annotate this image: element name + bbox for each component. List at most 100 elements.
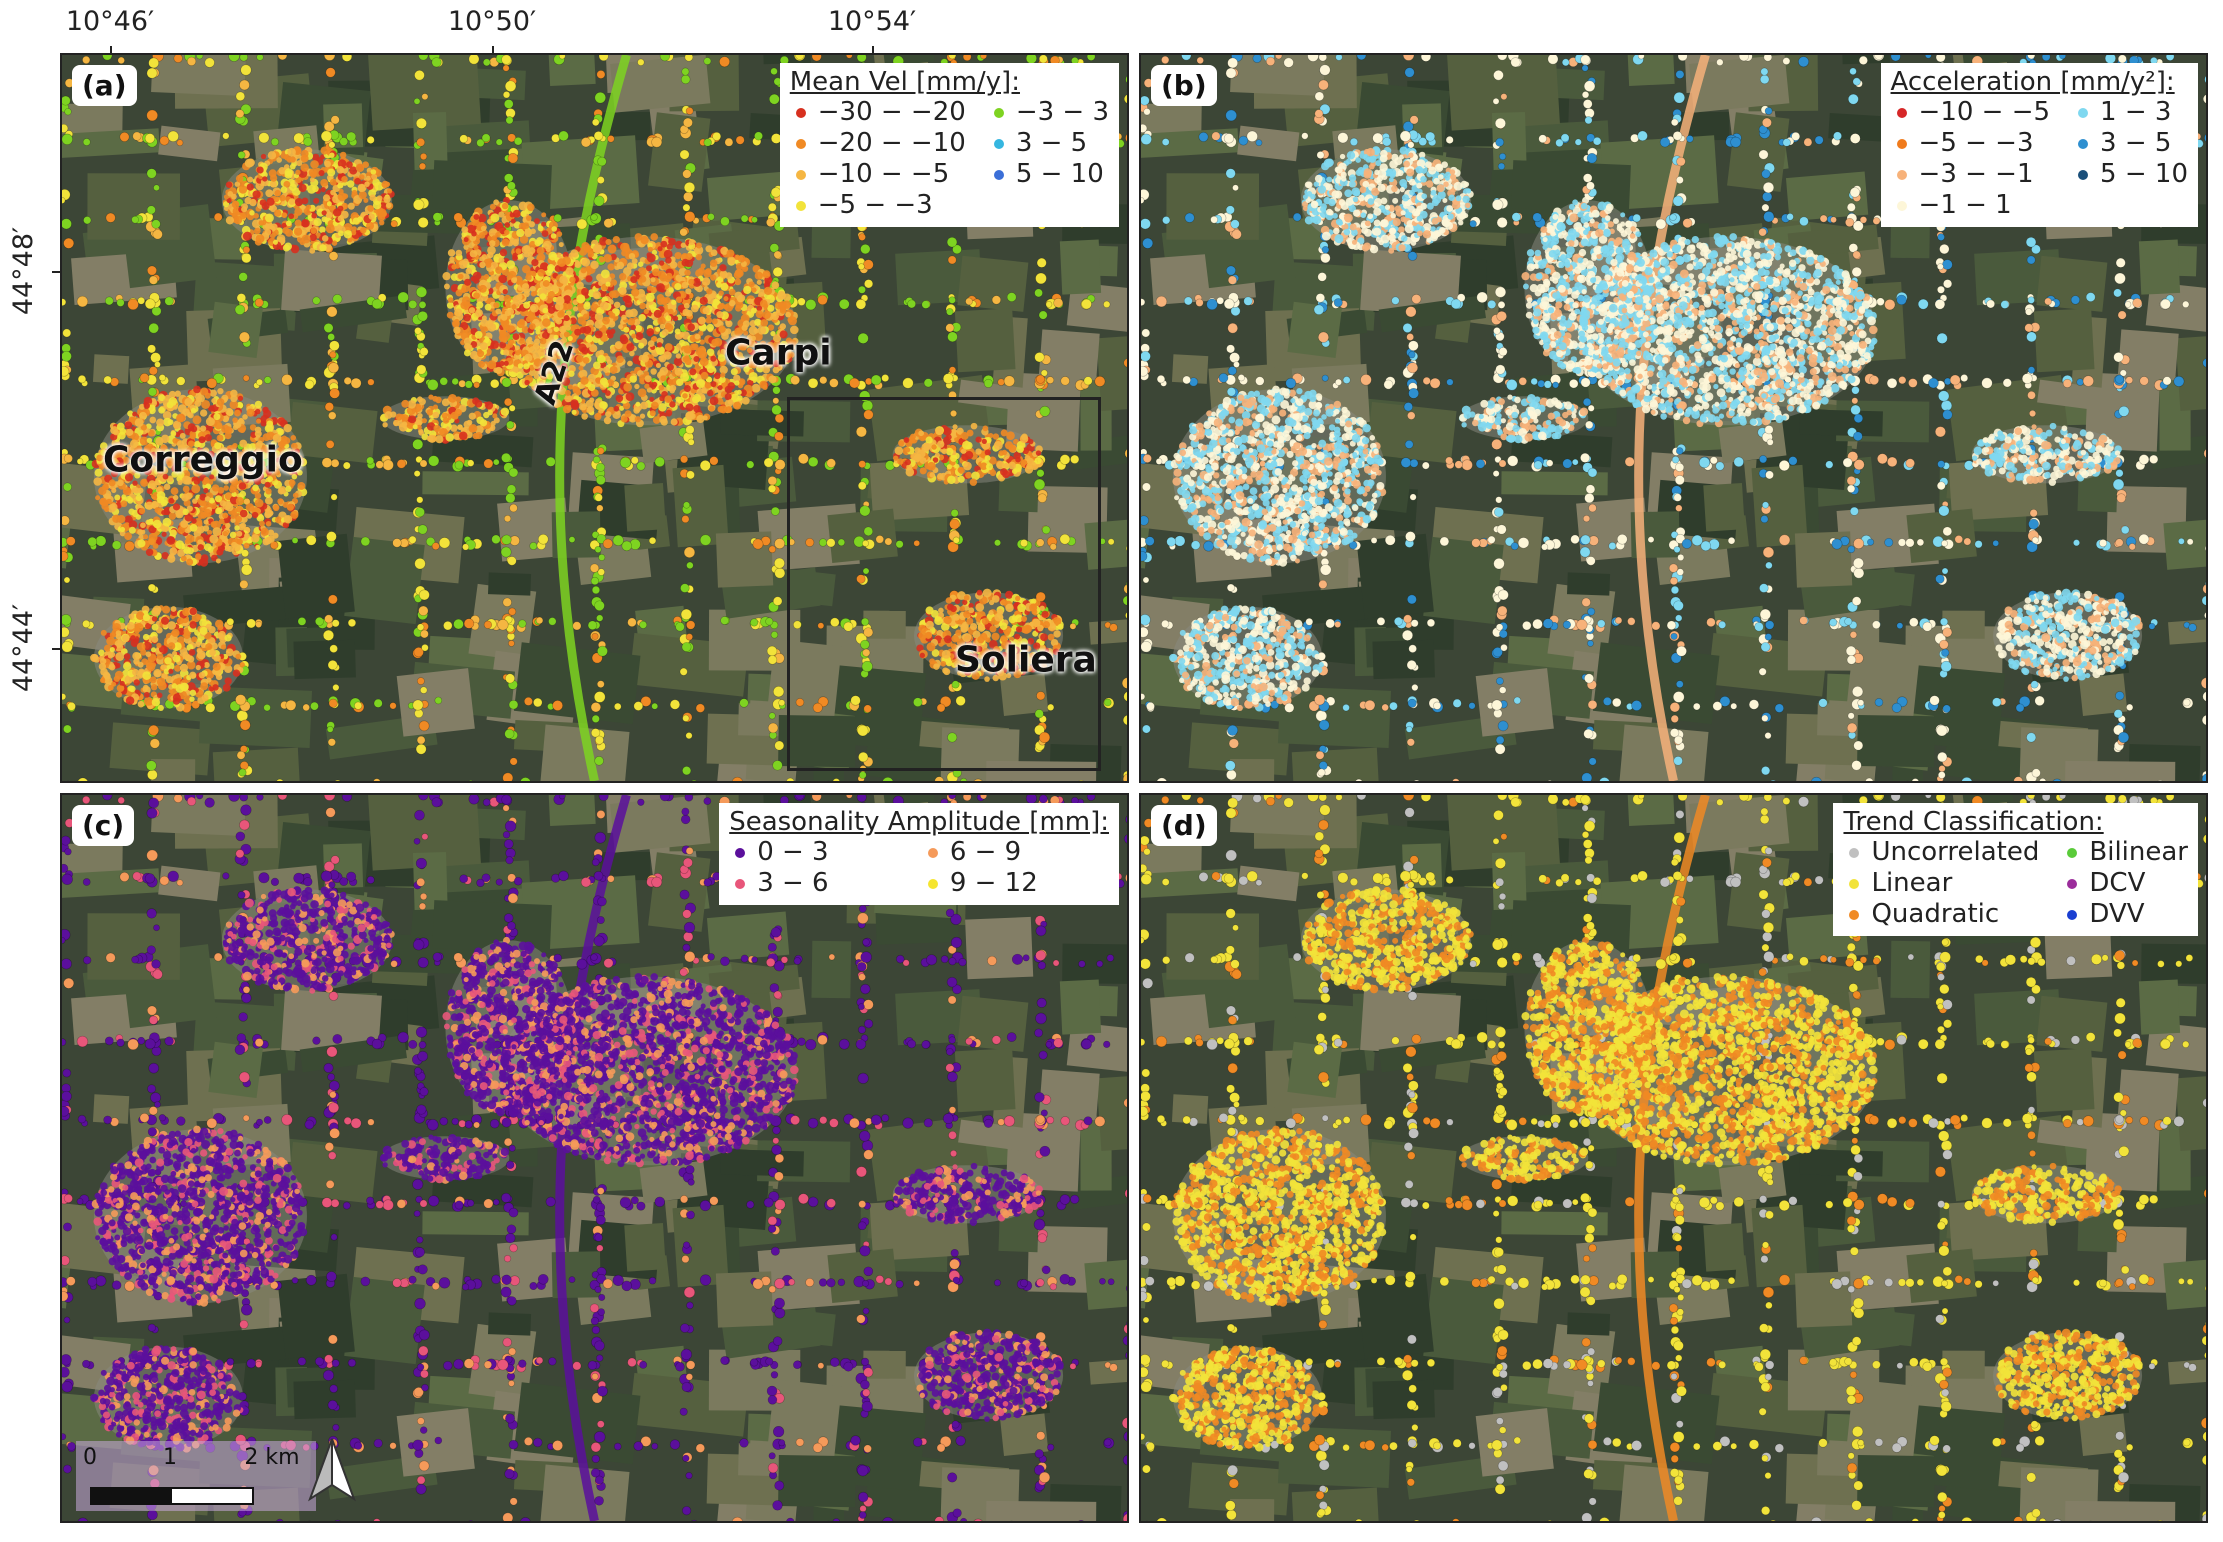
point	[864, 279, 874, 289]
point	[666, 363, 674, 371]
point	[418, 589, 430, 601]
point	[951, 680, 960, 689]
point	[285, 220, 292, 227]
point	[500, 546, 512, 558]
point	[501, 55, 512, 65]
point	[114, 494, 121, 501]
point	[597, 354, 606, 364]
point	[594, 546, 602, 554]
point	[703, 138, 712, 147]
point	[645, 293, 655, 302]
point	[599, 377, 608, 386]
point	[269, 174, 278, 182]
point	[950, 508, 959, 518]
field	[521, 135, 640, 211]
point	[242, 231, 252, 241]
point	[492, 458, 500, 466]
point	[225, 181, 233, 188]
point	[607, 135, 615, 143]
point	[201, 399, 211, 409]
point	[690, 304, 699, 313]
point	[150, 352, 161, 364]
field	[293, 639, 356, 680]
field	[827, 508, 898, 564]
point	[717, 385, 723, 391]
point	[711, 338, 719, 347]
point	[664, 343, 673, 351]
point	[1125, 133, 1127, 143]
point	[495, 138, 503, 146]
point	[62, 366, 70, 377]
point	[281, 374, 293, 386]
point	[955, 695, 966, 706]
field	[344, 536, 425, 625]
point	[746, 460, 755, 469]
point	[463, 618, 475, 629]
point	[997, 378, 1005, 386]
point	[205, 417, 215, 427]
point	[283, 423, 292, 433]
point	[168, 397, 178, 406]
point	[627, 617, 637, 628]
point	[416, 137, 426, 147]
point	[412, 438, 424, 450]
point	[184, 398, 193, 407]
point	[621, 314, 627, 321]
point	[327, 738, 336, 747]
point	[117, 431, 126, 440]
point	[581, 346, 589, 355]
point	[650, 233, 658, 241]
point	[184, 512, 193, 522]
point	[685, 732, 693, 740]
point	[156, 418, 165, 427]
point	[368, 213, 375, 220]
point	[156, 491, 166, 500]
point	[819, 376, 828, 385]
point	[593, 131, 604, 141]
point	[265, 520, 272, 527]
point	[1047, 703, 1055, 711]
point	[1094, 375, 1106, 387]
point	[192, 415, 202, 425]
point	[476, 138, 485, 148]
point	[300, 154, 309, 163]
point	[619, 304, 626, 312]
point	[149, 416, 157, 424]
point	[832, 778, 840, 781]
point	[608, 290, 617, 299]
point	[807, 377, 819, 389]
point	[631, 333, 637, 339]
point	[576, 294, 586, 304]
point	[266, 420, 274, 428]
point	[419, 686, 428, 694]
point	[857, 724, 869, 737]
point	[1059, 533, 1071, 545]
point	[587, 373, 597, 383]
point	[134, 418, 144, 428]
point	[230, 389, 238, 398]
point	[217, 487, 225, 494]
point	[199, 558, 209, 567]
point	[727, 256, 736, 265]
point	[239, 579, 249, 589]
point	[755, 310, 764, 319]
point	[696, 242, 702, 249]
point	[216, 434, 224, 442]
point	[948, 55, 957, 60]
point	[772, 596, 783, 606]
point	[301, 234, 311, 244]
point	[741, 324, 748, 331]
point	[858, 285, 866, 294]
point	[946, 308, 954, 316]
point	[733, 401, 742, 410]
point	[321, 457, 333, 468]
point	[589, 563, 600, 573]
point	[766, 217, 776, 228]
point	[377, 213, 386, 222]
point	[712, 131, 722, 141]
point	[529, 541, 538, 551]
point	[196, 55, 204, 60]
point	[180, 520, 188, 528]
tick	[872, 46, 874, 54]
point	[280, 186, 288, 194]
